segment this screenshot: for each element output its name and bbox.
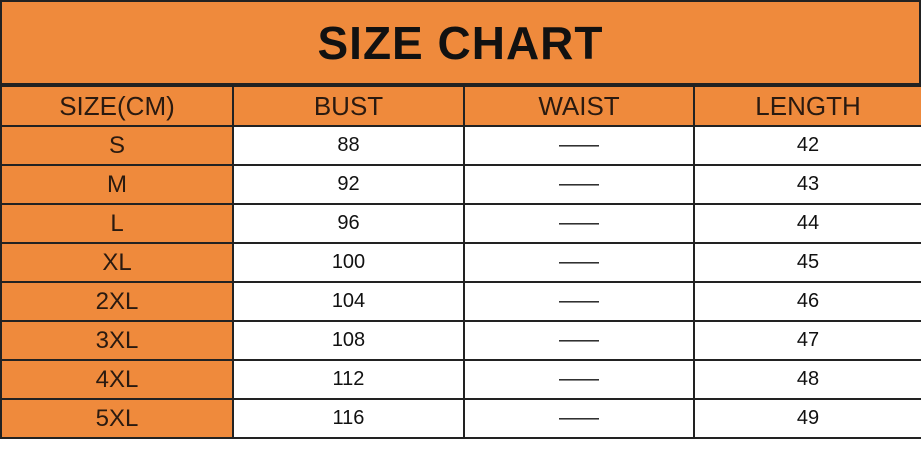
value-cell: 45 — [693, 242, 921, 283]
value-cell: 92 — [232, 164, 465, 205]
size-table: SIZE(CM) BUST WAIST LENGTH S 88 —— 42 M 92 —— 43 L 96… — [0, 85, 921, 439]
size-cell: M — [0, 164, 234, 205]
value-cell: —— — [463, 125, 695, 166]
value-cell: —— — [463, 164, 695, 205]
header-row: SIZE(CM) BUST WAIST LENGTH — [0, 85, 921, 127]
value-cell: —— — [463, 242, 695, 283]
value-cell: 44 — [693, 203, 921, 244]
value-cell: 49 — [693, 398, 921, 439]
value-cell: 116 — [232, 398, 465, 439]
value-cell: 112 — [232, 359, 465, 400]
value-cell: 47 — [693, 320, 921, 361]
row: 4XL 112 —— 48 — [0, 359, 921, 400]
size-cell: 4XL — [0, 359, 234, 400]
value-cell: 88 — [232, 125, 465, 166]
row: S 88 —— 42 — [0, 125, 921, 166]
value-cell: 96 — [232, 203, 465, 244]
header-cell: WAIST — [463, 85, 695, 127]
header-cell: BUST — [232, 85, 465, 127]
row: 5XL 116 —— 49 — [0, 398, 921, 439]
value-cell: 43 — [693, 164, 921, 205]
size-cell: XL — [0, 242, 234, 283]
title: SIZE CHART — [0, 0, 921, 85]
size-cell: L — [0, 203, 234, 244]
value-cell: —— — [463, 281, 695, 322]
size-cell: S — [0, 125, 234, 166]
value-cell: 108 — [232, 320, 465, 361]
row: XL 100 —— 45 — [0, 242, 921, 283]
size-cell: 3XL — [0, 320, 234, 361]
row: 3XL 108 —— 47 — [0, 320, 921, 361]
value-cell: 46 — [693, 281, 921, 322]
value-cell: 104 — [232, 281, 465, 322]
value-cell: 42 — [693, 125, 921, 166]
size-cell: 2XL — [0, 281, 234, 322]
header-cell: LENGTH — [693, 85, 921, 127]
row: L 96 —— 44 — [0, 203, 921, 244]
value-cell: 48 — [693, 359, 921, 400]
value-cell: —— — [463, 398, 695, 439]
size-cell: 5XL — [0, 398, 234, 439]
value-cell: —— — [463, 320, 695, 361]
header-cell: SIZE(CM) — [0, 85, 234, 127]
value-cell: —— — [463, 359, 695, 400]
row: 2XL 104 —— 46 — [0, 281, 921, 322]
row: M 92 —— 43 — [0, 164, 921, 205]
value-cell: —— — [463, 203, 695, 244]
value-cell: 100 — [232, 242, 465, 283]
